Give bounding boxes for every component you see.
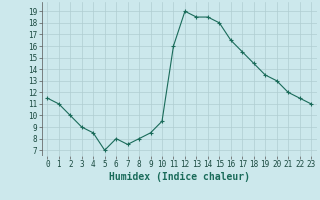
X-axis label: Humidex (Indice chaleur): Humidex (Indice chaleur) <box>109 172 250 182</box>
